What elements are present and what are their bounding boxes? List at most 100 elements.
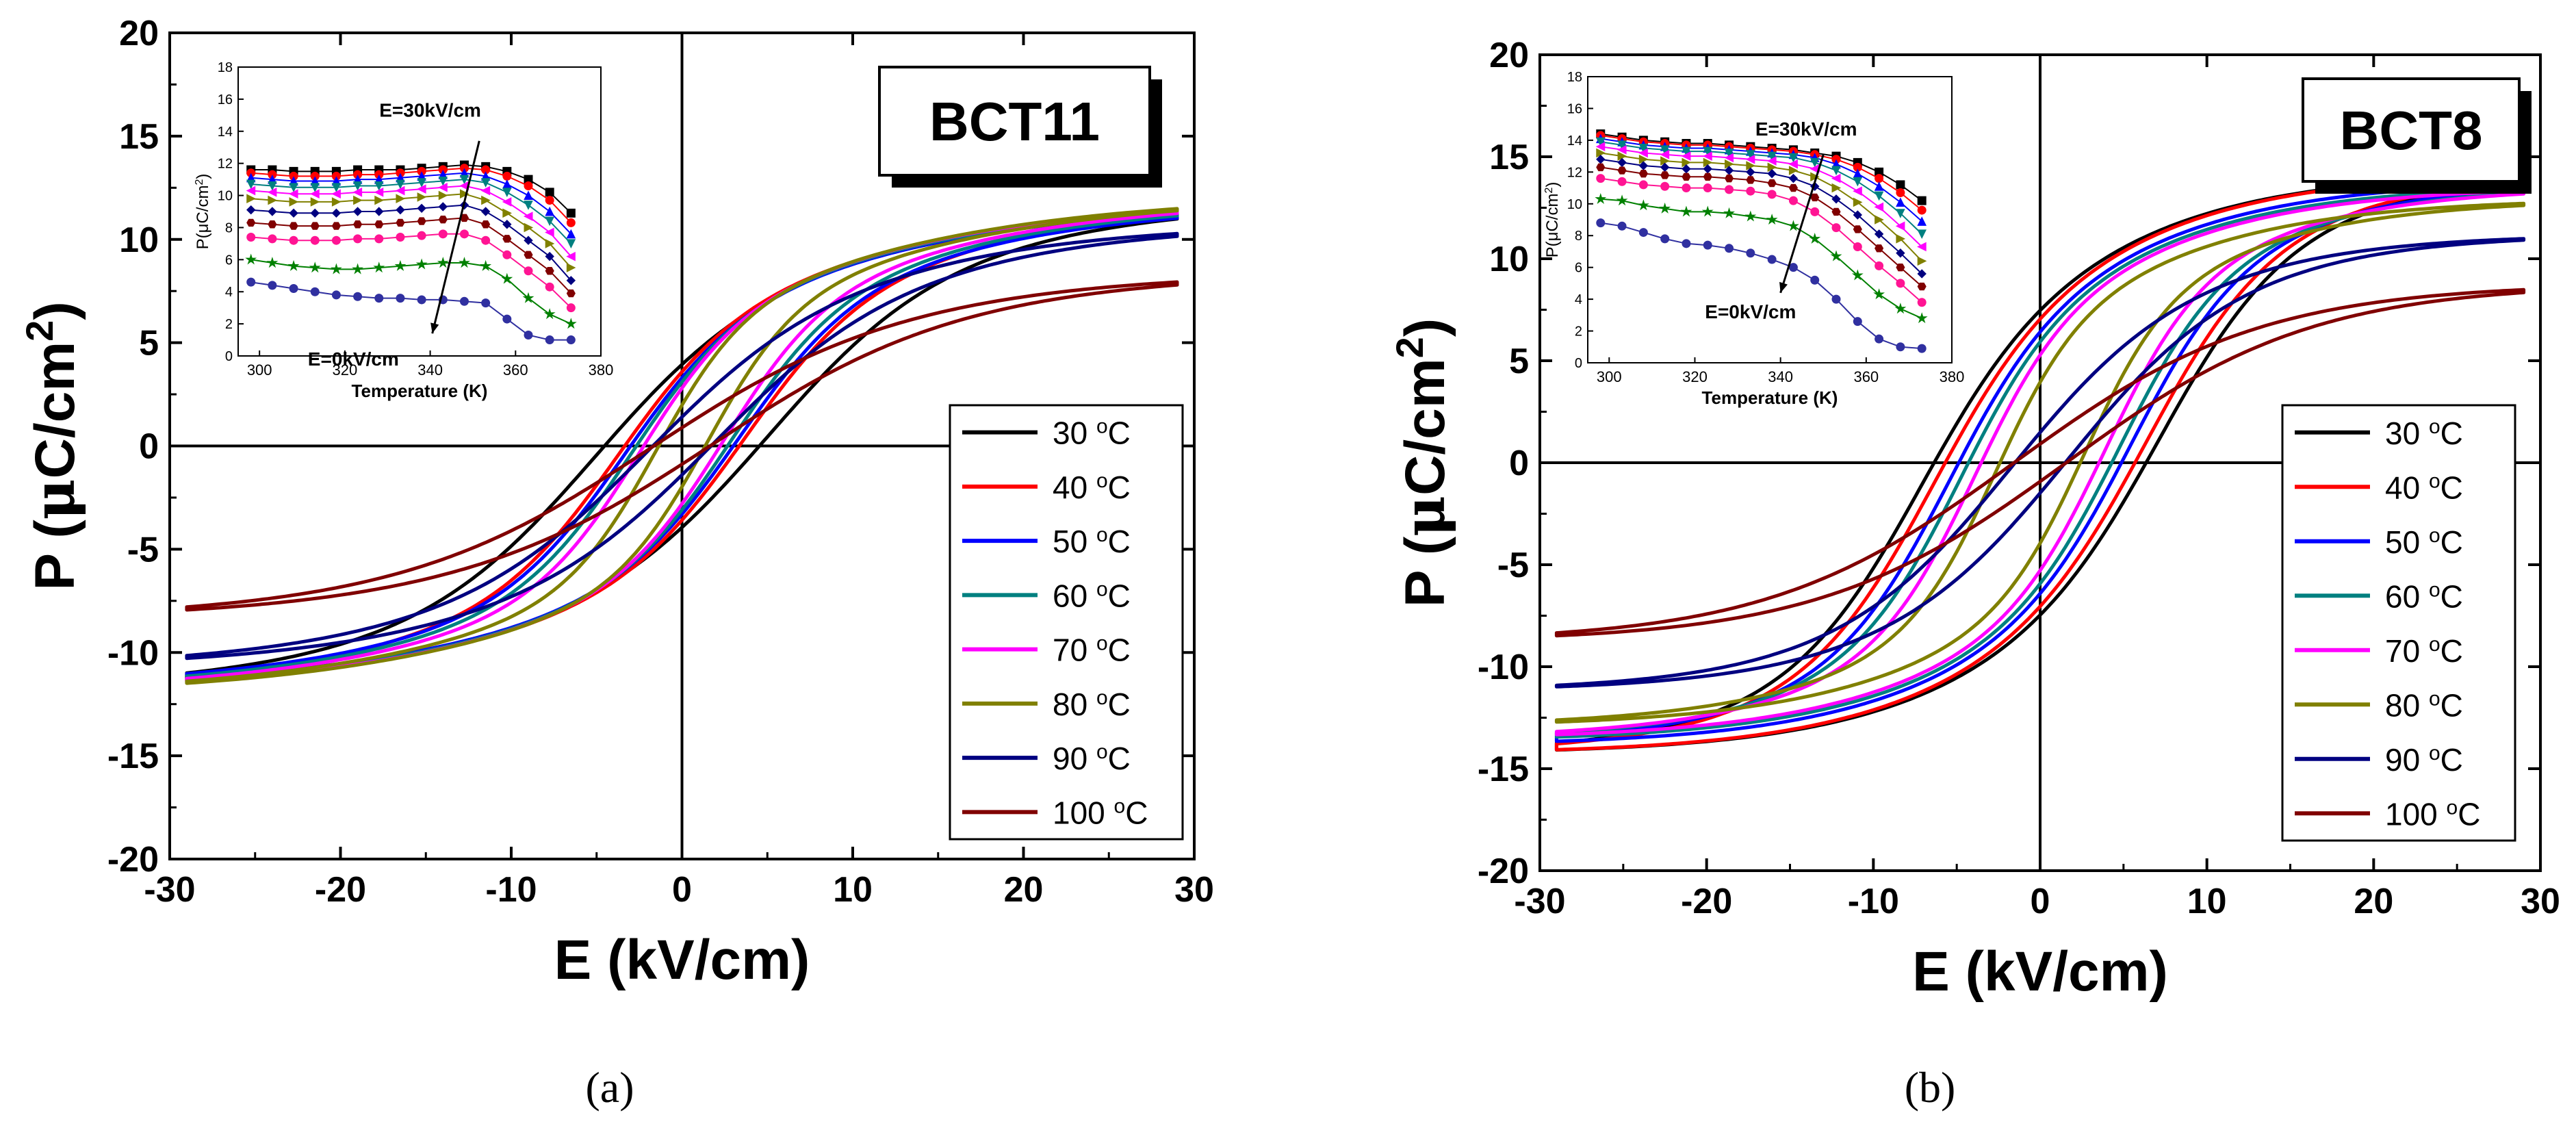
y-tick-label: -15: [107, 737, 159, 776]
inset-marker: [481, 195, 491, 205]
inset-series: [1595, 192, 1928, 324]
inset-marker: [1724, 153, 1734, 163]
inset-marker: [1875, 244, 1884, 253]
x-tick-label: 20: [1004, 870, 1044, 910]
inset-series-line: [250, 233, 572, 309]
inset-marker: [1596, 174, 1606, 183]
inset-marker: [1875, 334, 1884, 344]
inset-marker: [480, 178, 491, 188]
inset-marker: [1746, 150, 1755, 159]
inset-marker: [1788, 153, 1799, 163]
inset-marker: [545, 239, 555, 248]
inset-x-tick-label: 300: [247, 361, 272, 379]
inset-x-tick-label: 320: [1682, 368, 1708, 385]
inset-marker: [481, 220, 491, 229]
inset-series-line: [1600, 134, 1922, 211]
inset-marker: [309, 261, 321, 273]
inset-marker: [417, 217, 426, 225]
inset-marker: [417, 295, 426, 305]
legend-label: 100 oC: [1053, 795, 1148, 831]
inset-series-line: [1600, 158, 1922, 274]
inset-y-tick-label: 18: [218, 60, 233, 75]
inset-marker: [1767, 255, 1777, 264]
y-tick-label: -10: [107, 633, 159, 673]
inset-y-tick-label: 8: [1575, 229, 1582, 244]
inset-marker: [1703, 183, 1712, 193]
inset-marker: [1831, 223, 1841, 233]
inset-marker: [1853, 177, 1863, 187]
inset-y-axis-title: P(μC/cm2): [1543, 182, 1562, 258]
loop-series-80C: [185, 207, 1179, 685]
x-tick-label: 0: [2031, 882, 2050, 921]
inset-y-tick-label: 2: [225, 317, 233, 332]
inset-x-axis-title: Temperature (K): [1702, 387, 1838, 408]
inset-marker: [481, 235, 491, 245]
inset-marker: [1873, 288, 1885, 300]
legend-label: 30 oC: [1053, 415, 1131, 451]
x-tick-label: -20: [315, 870, 366, 910]
inset-marker: [1917, 256, 1927, 266]
inset-marker: [1853, 242, 1862, 251]
inset-series-line: [250, 164, 572, 214]
inset-marker: [1916, 312, 1928, 324]
inset-marker: [1831, 207, 1841, 216]
inset-y-tick-label: 0: [225, 349, 233, 364]
inset-x-tick-label: 380: [589, 361, 614, 379]
x-tick-label: 30: [2521, 882, 2560, 921]
inset-marker: [246, 233, 256, 242]
inset-marker: [1788, 173, 1799, 183]
inset-marker: [524, 235, 533, 245]
inset-marker: [1896, 209, 1905, 218]
inset-marker: [545, 206, 554, 216]
inset-marker: [331, 290, 341, 300]
inset-marker: [1917, 298, 1927, 307]
legend-label: 90 oC: [1053, 741, 1131, 777]
y-tick-label: -5: [1497, 546, 1529, 585]
legend-label: 50 oC: [2385, 524, 2463, 560]
inset-marker: [1810, 207, 1820, 216]
inset-marker: [459, 296, 469, 306]
inset-marker: [1617, 177, 1627, 186]
inset-marker: [374, 207, 384, 216]
inset-marker: [1809, 157, 1820, 168]
inset-marker: [396, 218, 405, 227]
inset-marker: [1917, 242, 1927, 252]
inset-marker: [417, 178, 426, 188]
inset-marker: [266, 257, 279, 268]
inset-marker: [481, 298, 491, 308]
inset-series-line: [1600, 141, 1922, 235]
inset-marker: [1725, 185, 1734, 194]
inset-marker: [524, 251, 533, 259]
inset-marker: [1703, 151, 1712, 161]
inset-marker: [330, 263, 342, 274]
inset-series: [246, 181, 576, 261]
inset-marker: [1660, 171, 1670, 179]
legend-box: [949, 404, 1184, 841]
inset-x-tick-label: 340: [417, 361, 443, 379]
y-tick-label: 5: [139, 324, 159, 363]
inset-marker: [459, 175, 469, 185]
sample-label: BCT8: [2340, 100, 2483, 161]
inset-marker: [1746, 186, 1755, 196]
inset-marker: [524, 190, 533, 201]
inset-y-tick-label: 6: [225, 253, 233, 268]
inset-marker: [1896, 263, 1905, 272]
inset-annotation-top: E=30kV/cm: [1755, 118, 1857, 140]
inset-marker: [501, 272, 513, 284]
inset-marker: [353, 195, 363, 205]
inset-series: [1596, 163, 1927, 291]
inset-marker: [1660, 145, 1670, 155]
inset-marker: [545, 196, 554, 205]
inset-annotation-bottom: E=0kV/cm: [308, 348, 399, 370]
inset-marker: [1874, 181, 1884, 191]
inset-marker: [1682, 172, 1691, 181]
inset-marker: [1895, 221, 1905, 231]
y-tick-label: 5: [1509, 342, 1529, 381]
legend-label: 40 oC: [2385, 470, 2463, 506]
inset-marker: [523, 212, 533, 221]
inset-marker: [417, 192, 427, 202]
inset-chart: 300 320 340 360 380 0 2 4 6 8 10 12 14 16 18 Temperatur…: [1543, 70, 1965, 408]
inset-marker: [1788, 196, 1798, 205]
